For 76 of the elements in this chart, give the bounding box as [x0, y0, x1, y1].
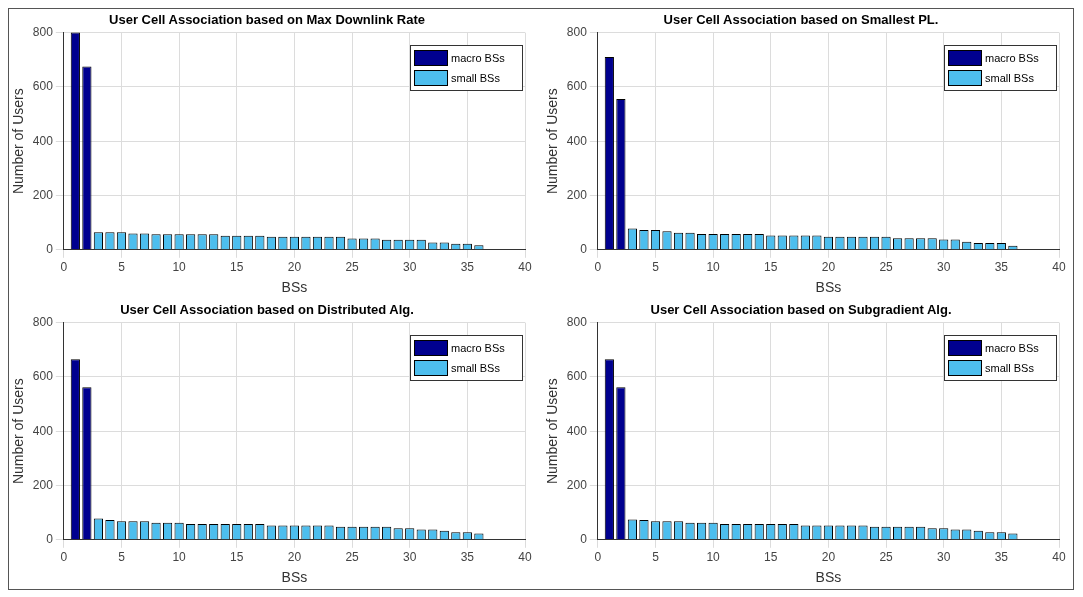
legend-label: small BSs: [451, 71, 500, 84]
x-tick-label: 35: [460, 260, 475, 275]
y-tick-label: 0: [580, 532, 588, 547]
x-tick-label: 10: [706, 550, 721, 565]
legend-label: macro BSs: [985, 341, 1039, 354]
chart-title: User Cell Association based on Smallest PL.: [663, 12, 939, 28]
x-tick-label: 25: [345, 550, 360, 565]
y-tick-label: 0: [46, 242, 54, 257]
x-tick-label: 5: [652, 550, 660, 565]
legend-label: macro BSs: [451, 51, 505, 64]
x-tick-label: 40: [1052, 260, 1066, 275]
x-tick-label: 0: [594, 550, 602, 565]
x-tick-label: 35: [994, 260, 1009, 275]
x-tick-label: 0: [594, 260, 602, 275]
x-tick-label: 5: [118, 260, 126, 275]
x-tick-label: 25: [345, 260, 360, 275]
x-tick-label: 10: [172, 550, 187, 565]
x-tick-label: 0: [60, 260, 68, 275]
y-tick-label: 0: [46, 532, 54, 547]
y-tick-label: 800: [566, 314, 588, 329]
y-tick-label: 600: [566, 369, 588, 384]
x-axis-title: BSs: [815, 279, 842, 296]
y-tick-label: 400: [566, 423, 588, 438]
chart-title: User Cell Association based on Max Downlink Rate: [109, 12, 425, 28]
y-tick-label: 400: [32, 423, 54, 438]
x-tick-label: 35: [994, 550, 1009, 565]
x-axis-title: BSs: [281, 279, 308, 296]
y-tick-label: 600: [32, 369, 54, 384]
x-tick-label: 25: [879, 260, 894, 275]
x-tick-label: 15: [764, 550, 778, 565]
x-tick-label: 15: [764, 260, 778, 275]
x-tick-label: 30: [403, 260, 417, 275]
y-axis-title: Number of Users: [544, 378, 561, 485]
y-tick-label: 800: [566, 24, 588, 39]
x-axis-title: BSs: [281, 569, 308, 586]
y-tick-label: 800: [32, 24, 54, 39]
legend-label: macro BSs: [451, 341, 505, 354]
x-tick-label: 20: [821, 550, 836, 565]
y-axis-title: Number of Users: [10, 378, 27, 485]
x-tick-label: 35: [460, 550, 475, 565]
y-tick-label: 600: [32, 79, 54, 94]
legend-label: macro BSs: [985, 51, 1039, 64]
legend-label: small BSs: [985, 361, 1034, 374]
x-tick-label: 20: [821, 260, 836, 275]
y-tick-label: 0: [580, 242, 588, 257]
y-tick-label: 800: [32, 314, 54, 329]
y-tick-label: 400: [566, 133, 588, 148]
x-tick-label: 40: [518, 260, 532, 275]
legend-label: small BSs: [985, 71, 1034, 84]
x-tick-label: 15: [230, 550, 244, 565]
x-tick-label: 40: [518, 550, 532, 565]
x-tick-label: 5: [652, 260, 660, 275]
y-tick-label: 200: [566, 477, 588, 492]
x-tick-label: 15: [230, 260, 244, 275]
x-axis-title: BSs: [815, 569, 842, 586]
y-tick-label: 200: [566, 187, 588, 202]
x-tick-label: 30: [403, 550, 417, 565]
legend-label: small BSs: [451, 361, 500, 374]
x-tick-label: 20: [287, 550, 302, 565]
chart-title: User Cell Association based on Distributed Alg.: [120, 302, 414, 318]
y-tick-label: 200: [32, 187, 54, 202]
x-tick-label: 0: [60, 550, 68, 565]
y-axis-title: Number of Users: [544, 88, 561, 195]
x-tick-label: 30: [937, 260, 951, 275]
chart-title: User Cell Association based on Subgradient Alg.: [650, 302, 952, 318]
y-tick-label: 200: [32, 477, 54, 492]
x-tick-label: 5: [118, 550, 126, 565]
y-tick-label: 400: [32, 133, 54, 148]
x-tick-label: 20: [287, 260, 302, 275]
x-tick-label: 10: [706, 260, 721, 275]
x-tick-label: 30: [937, 550, 951, 565]
x-tick-label: 10: [172, 260, 187, 275]
y-tick-label: 600: [566, 79, 588, 94]
x-tick-label: 40: [1052, 550, 1066, 565]
x-tick-label: 25: [879, 550, 894, 565]
y-axis-title: Number of Users: [10, 88, 27, 195]
